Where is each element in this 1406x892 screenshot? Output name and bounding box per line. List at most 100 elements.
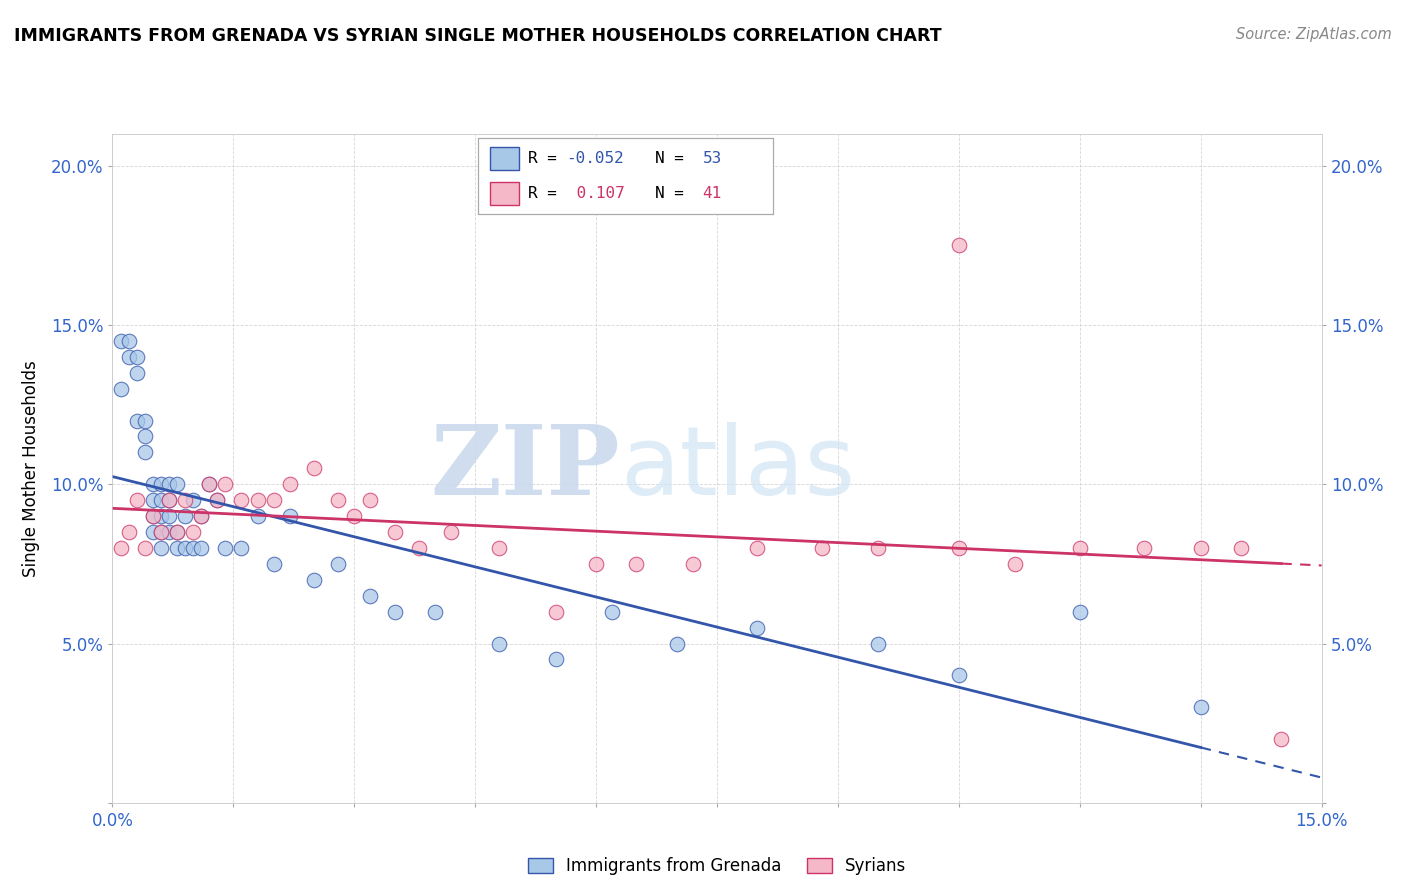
Point <box>190 541 212 555</box>
Point <box>231 541 253 555</box>
Point <box>149 524 172 539</box>
Point <box>166 541 188 555</box>
FancyBboxPatch shape <box>489 182 519 205</box>
Point <box>110 382 132 396</box>
Point <box>134 429 156 443</box>
Point <box>600 605 623 619</box>
Text: atlas: atlas <box>620 422 855 515</box>
Point <box>246 509 269 524</box>
Point <box>1069 541 1091 555</box>
Text: N =: N = <box>655 186 693 201</box>
Point <box>157 509 180 524</box>
Point <box>166 524 188 539</box>
Point <box>359 589 381 603</box>
Point <box>125 366 148 380</box>
Point <box>408 541 430 555</box>
Point <box>948 238 970 252</box>
Point <box>157 493 180 508</box>
Point <box>544 605 567 619</box>
Point <box>214 541 236 555</box>
Point <box>166 524 188 539</box>
Point <box>811 541 834 555</box>
Point <box>665 636 688 650</box>
Point <box>174 541 197 555</box>
Text: R =: R = <box>529 186 567 201</box>
Point <box>682 557 704 571</box>
Point <box>157 493 180 508</box>
Point <box>868 541 890 555</box>
Point <box>174 493 197 508</box>
Point <box>142 477 165 491</box>
Point <box>488 636 510 650</box>
Point <box>166 477 188 491</box>
Point <box>948 541 970 555</box>
Point <box>1189 700 1212 714</box>
Point <box>142 509 165 524</box>
Point <box>157 477 180 491</box>
Text: ZIP: ZIP <box>430 421 620 516</box>
Point <box>1270 732 1292 747</box>
Point <box>1230 541 1253 555</box>
Point <box>747 541 769 555</box>
Point <box>359 493 381 508</box>
Point <box>384 605 406 619</box>
Point <box>149 493 172 508</box>
Point <box>110 541 132 555</box>
Point <box>117 350 139 364</box>
Point <box>149 477 172 491</box>
Point <box>1189 541 1212 555</box>
Text: N =: N = <box>655 152 693 166</box>
Text: 41: 41 <box>703 186 721 201</box>
Point <box>1133 541 1156 555</box>
Point <box>142 493 165 508</box>
Point <box>181 493 204 508</box>
Point <box>302 573 325 587</box>
Point <box>328 557 350 571</box>
Point <box>544 652 567 666</box>
Point <box>117 334 139 348</box>
Point <box>263 493 285 508</box>
Text: R =: R = <box>529 152 567 166</box>
Legend: Immigrants from Grenada, Syrians: Immigrants from Grenada, Syrians <box>522 850 912 881</box>
Point <box>384 524 406 539</box>
Point <box>125 493 148 508</box>
Point <box>117 524 139 539</box>
Point <box>585 557 607 571</box>
Point <box>1004 557 1026 571</box>
Text: -0.052: -0.052 <box>567 152 624 166</box>
Point <box>868 636 890 650</box>
Point <box>263 557 285 571</box>
Point <box>246 493 269 508</box>
Point <box>134 413 156 427</box>
Point <box>948 668 970 682</box>
Point <box>423 605 446 619</box>
Text: 0.107: 0.107 <box>567 186 624 201</box>
Point <box>440 524 463 539</box>
Point <box>626 557 648 571</box>
Point <box>149 524 172 539</box>
Point <box>142 524 165 539</box>
Point <box>134 541 156 555</box>
Point <box>181 524 204 539</box>
Point <box>125 350 148 364</box>
Text: IMMIGRANTS FROM GRENADA VS SYRIAN SINGLE MOTHER HOUSEHOLDS CORRELATION CHART: IMMIGRANTS FROM GRENADA VS SYRIAN SINGLE… <box>14 27 942 45</box>
Point <box>149 541 172 555</box>
Point <box>207 493 229 508</box>
Y-axis label: Single Mother Households: Single Mother Households <box>22 360 39 576</box>
Text: 53: 53 <box>703 152 721 166</box>
Point <box>190 509 212 524</box>
Point <box>207 493 229 508</box>
Point <box>747 621 769 635</box>
Point <box>343 509 366 524</box>
Point <box>134 445 156 459</box>
Point <box>198 477 221 491</box>
Point <box>110 334 132 348</box>
FancyBboxPatch shape <box>489 147 519 170</box>
Text: Source: ZipAtlas.com: Source: ZipAtlas.com <box>1236 27 1392 42</box>
Point <box>302 461 325 475</box>
Point <box>190 509 212 524</box>
Point <box>488 541 510 555</box>
Point <box>198 477 221 491</box>
Point <box>157 524 180 539</box>
Point <box>174 509 197 524</box>
